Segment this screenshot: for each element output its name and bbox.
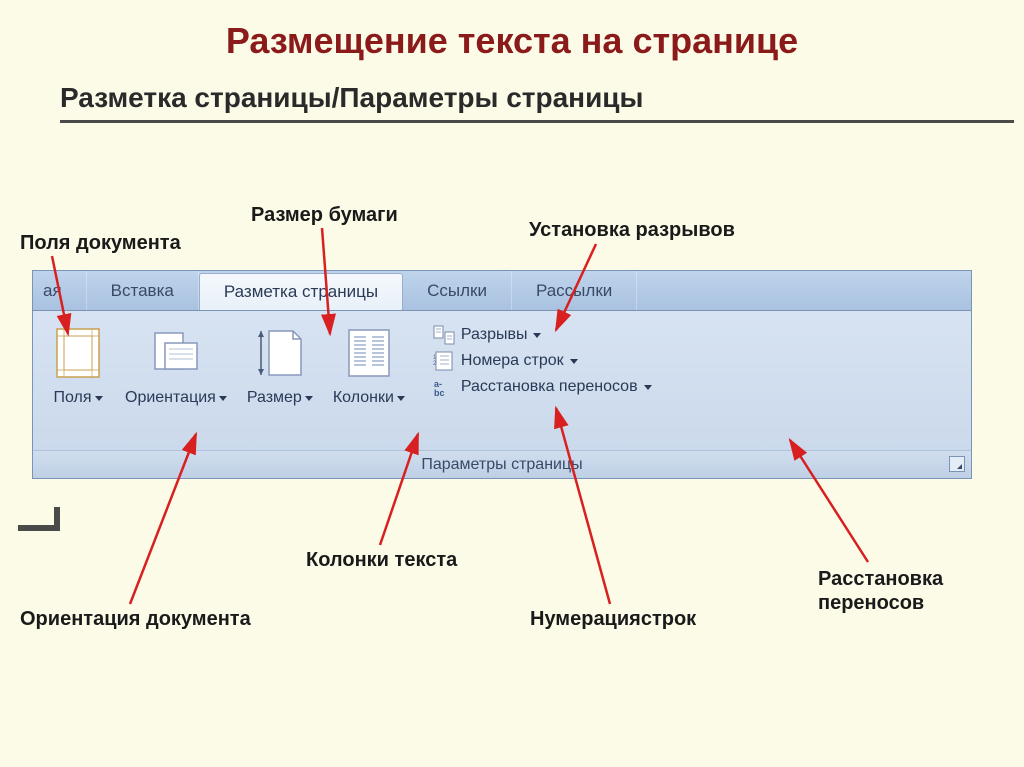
tab-references[interactable]: Ссылки [403, 271, 512, 310]
svg-text:bc: bc [434, 388, 445, 397]
divider [60, 120, 1014, 123]
tab-page-layout[interactable]: Разметка страницы [199, 273, 403, 310]
caret-down-icon [305, 396, 313, 401]
breaks-button[interactable]: Разрывы [433, 325, 652, 345]
caret-down-icon [397, 396, 405, 401]
page-subtitle: Разметка страницы/Параметры страницы [0, 62, 1024, 120]
group-label-text: Параметры страницы [421, 456, 582, 474]
annotation-breaks: Установка разрывов [529, 219, 735, 242]
dialog-launcher-button[interactable] [949, 456, 965, 472]
annotation-fields: Поля документа [20, 232, 181, 255]
size-label: Размер [247, 389, 302, 407]
caret-down-icon [533, 333, 541, 338]
orientation-icon [149, 323, 203, 383]
line-numbers-icon: 1 2 [433, 351, 455, 371]
tab-mailings[interactable]: Рассылки [512, 271, 637, 310]
breaks-icon [433, 325, 455, 345]
breaks-label: Разрывы [461, 326, 528, 344]
size-icon [253, 323, 307, 383]
ribbon-group-page-setup: Поля Ориентация [33, 311, 971, 451]
margins-label: Поля [53, 389, 91, 407]
divider-notch [18, 507, 60, 531]
page-title: Размещение текста на странице [0, 0, 1024, 62]
tab-insert[interactable]: Вставка [87, 271, 199, 310]
margins-icon [51, 323, 105, 383]
hyphenation-label: Расстановка переносов [461, 378, 638, 396]
size-button[interactable]: Размер [237, 319, 323, 451]
hyphenation-button[interactable]: a- bc Расстановка переносов [433, 377, 652, 397]
annotation-hyphenation: Расстановка переносов [818, 567, 998, 615]
ribbon-tabs: ая Вставка Разметка страницы Ссылки Расс… [33, 271, 971, 311]
group-label: Параметры страницы [33, 450, 971, 478]
line-numbers-label: Номера строк [461, 352, 564, 370]
columns-icon [342, 323, 396, 383]
annotation-orientation: Ориентация документа [20, 608, 251, 631]
orientation-label: Ориентация [125, 389, 216, 407]
margins-button[interactable]: Поля [41, 319, 115, 451]
annotation-paper-size: Размер бумаги [251, 204, 398, 227]
caret-down-icon [95, 396, 103, 401]
hyphenation-icon: a- bc [433, 377, 455, 397]
caret-down-icon [644, 385, 652, 390]
columns-label: Колонки [333, 389, 394, 407]
caret-down-icon [570, 359, 578, 364]
annotation-columns: Колонки текста [306, 549, 457, 572]
caret-down-icon [219, 396, 227, 401]
line-numbers-button[interactable]: 1 2 Номера строк [433, 351, 652, 371]
tab-home-partial[interactable]: ая [33, 271, 87, 310]
orientation-button[interactable]: Ориентация [115, 319, 237, 451]
columns-button[interactable]: Колонки [323, 319, 415, 451]
annotation-line-numbers: Нумерациястрок [530, 608, 696, 631]
ribbon: ая Вставка Разметка страницы Ссылки Расс… [32, 270, 972, 479]
